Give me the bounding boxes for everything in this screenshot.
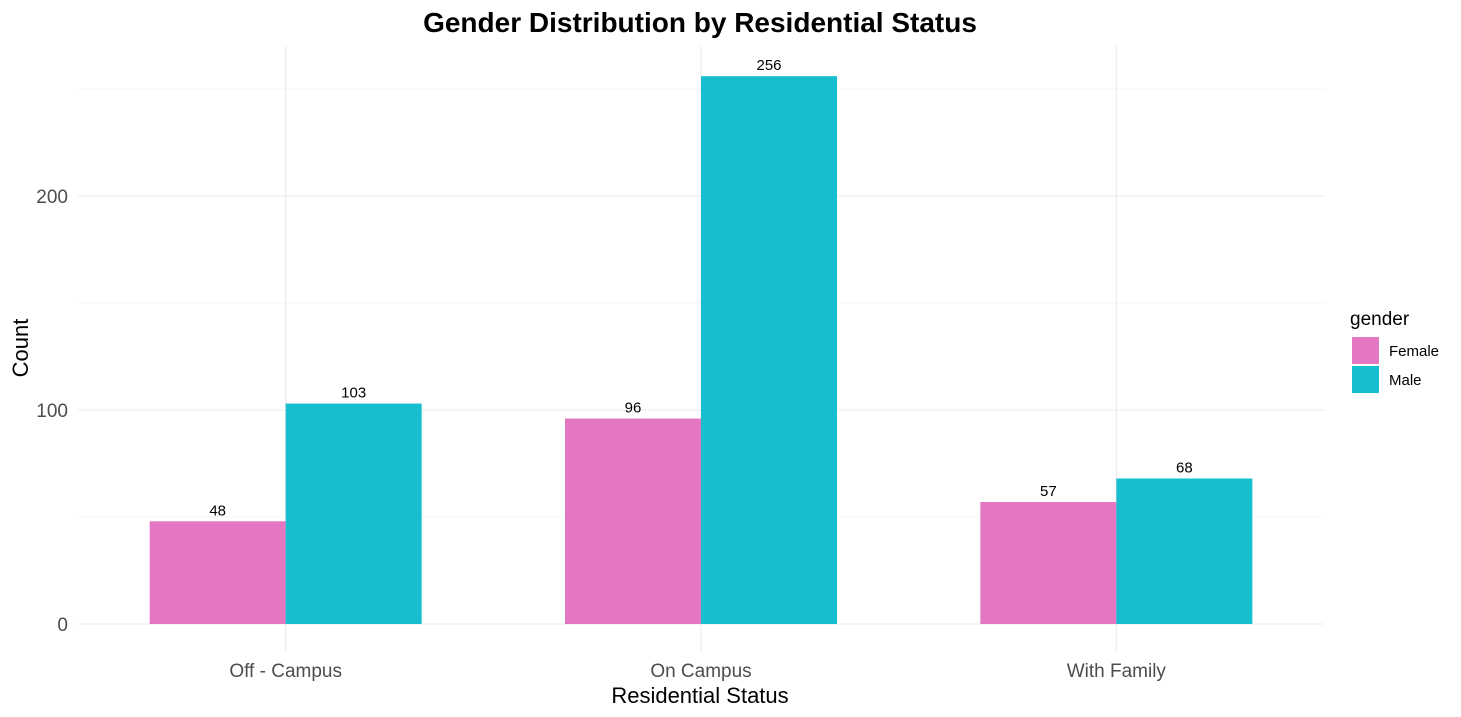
legend-title: gender (1350, 309, 1410, 330)
data-label: 48 (209, 502, 226, 519)
y-axis-title: Count (8, 319, 33, 378)
y-tick-label: 100 (36, 401, 68, 422)
chart-title: Gender Distribution by Residential Statu… (423, 7, 977, 38)
data-label: 256 (756, 57, 781, 74)
legend: gender Female Male (1350, 309, 1439, 393)
data-label: 57 (1040, 483, 1057, 500)
data-labels: 48 103 96 256 57 68 (209, 57, 1192, 519)
legend-label-female: Female (1389, 343, 1439, 360)
data-label: 103 (341, 385, 366, 402)
x-tick-label: Off - Campus (229, 661, 342, 682)
legend-label-male: Male (1389, 372, 1422, 389)
y-tick-label: 0 (57, 615, 68, 636)
bar-female-3 (980, 502, 1117, 624)
data-label: 68 (1176, 459, 1193, 476)
y-axis-ticks: 0 100 200 (36, 187, 68, 636)
y-tick-label: 200 (36, 187, 68, 208)
bars (149, 76, 1253, 624)
x-axis-ticks: Off - Campus On Campus With Family (229, 661, 1166, 682)
x-axis-title: Residential Status (611, 683, 788, 708)
x-tick-label: With Family (1067, 661, 1167, 682)
x-tick-label: On Campus (650, 661, 751, 682)
legend-items: Female Male (1352, 337, 1439, 393)
data-label: 96 (625, 400, 642, 417)
bar-male-2 (701, 76, 837, 624)
bar-female-1 (149, 521, 286, 624)
bar-male-3 (1116, 478, 1253, 624)
bar-male-1 (285, 403, 422, 624)
legend-key-male (1352, 366, 1379, 393)
bar-female-2 (565, 418, 701, 624)
legend-key-female (1352, 337, 1379, 364)
